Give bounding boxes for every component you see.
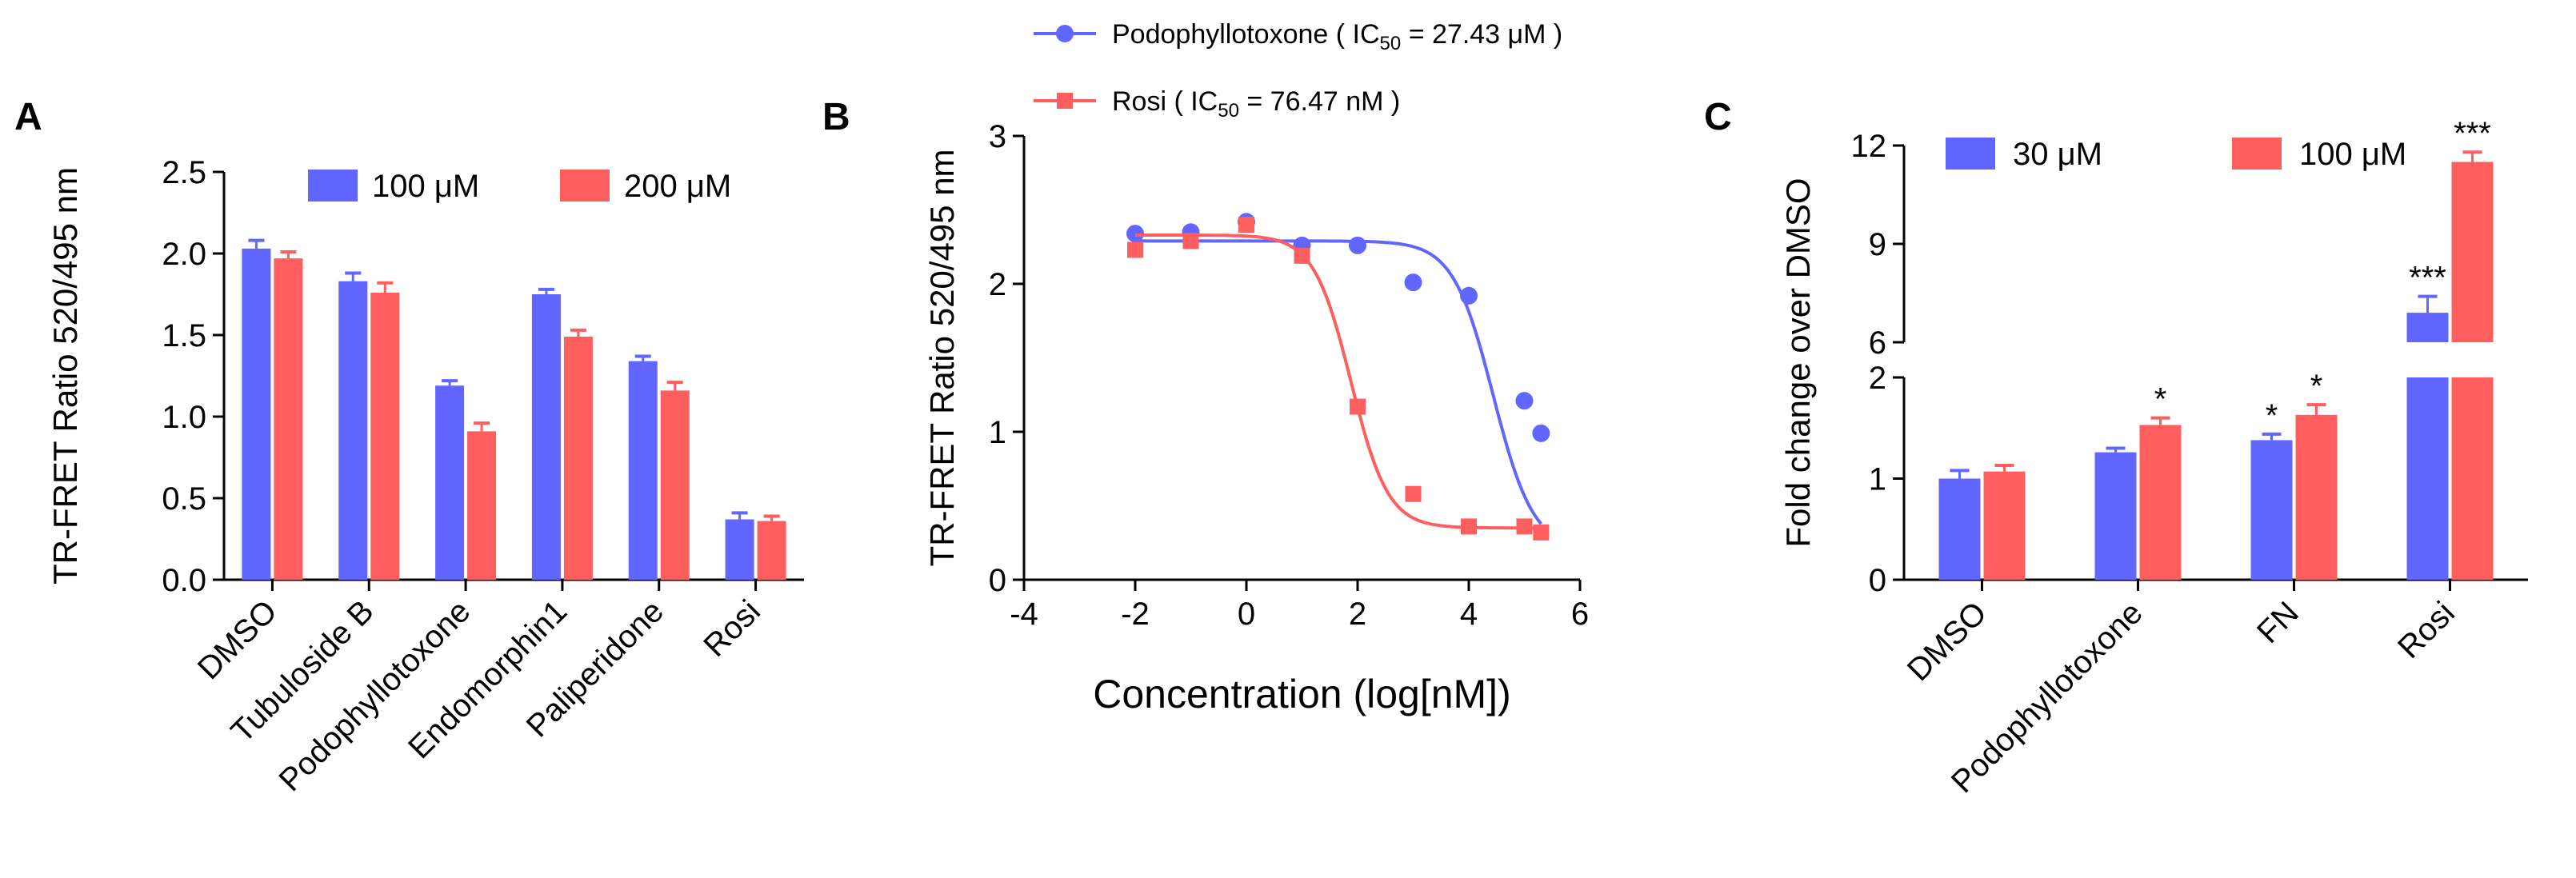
y-tick-label: 0	[1869, 563, 1886, 598]
bar	[2451, 377, 2494, 580]
significance-marker: ***	[2409, 261, 2446, 296]
data-point	[1515, 392, 1534, 410]
x-category-label: DMSO	[191, 593, 284, 686]
y-tick-label: 1.0	[162, 400, 206, 435]
y-tick-label: 9	[1869, 227, 1886, 262]
legend-swatch	[1946, 138, 1995, 170]
data-point	[1516, 518, 1533, 535]
significance-marker: *	[2154, 382, 2167, 417]
x-axis-label: Concentration (log[nM])	[1093, 672, 1510, 716]
x-tick-label: -2	[1121, 597, 1150, 632]
data-point	[1238, 217, 1254, 233]
y-tick-label: 0	[989, 563, 1006, 598]
y-axis-label: Fold change over DMSO	[1779, 178, 1817, 547]
y-tick-label: 0.5	[162, 481, 206, 517]
legend-label: 100 μM	[372, 169, 479, 204]
x-category-label: Rosi	[2391, 595, 2462, 665]
bar	[2250, 440, 2293, 580]
data-point	[1350, 398, 1366, 415]
bar	[2295, 414, 2338, 580]
bar	[628, 361, 658, 580]
legend-label: 30 μM	[2013, 137, 2102, 172]
bar	[1983, 471, 2026, 580]
data-point	[1405, 485, 1422, 502]
bar	[338, 281, 368, 580]
bar	[467, 431, 497, 580]
panel-a-letter: A	[14, 96, 42, 138]
bar	[2406, 313, 2449, 342]
legend-label: Podophyllotoxone ( IC50 = 27.43 μM )	[1112, 19, 1562, 54]
fit-curve	[1135, 233, 1542, 530]
legend-swatch	[560, 170, 610, 202]
bar	[2094, 452, 2137, 580]
data-point	[1404, 273, 1422, 292]
legend-label: 100 μM	[2299, 137, 2406, 172]
x-category-label: Rosi	[697, 593, 767, 664]
y-tick-label: 1	[989, 415, 1006, 450]
y-axis-label: TR-FRET Ratio 520/495 nm	[46, 167, 84, 585]
bar	[725, 519, 754, 580]
legend-swatch	[2232, 138, 2282, 170]
data-point	[1532, 424, 1550, 442]
data-point	[1349, 236, 1366, 254]
y-tick-label: 2	[1869, 361, 1886, 396]
legend-label: 200 μM	[624, 169, 731, 204]
panel-c-letter: C	[1704, 96, 1732, 138]
y-tick-label: 6	[1869, 325, 1886, 361]
x-tick-label: -4	[1010, 597, 1038, 632]
significance-marker: *	[2310, 369, 2323, 404]
significance-marker: *	[2266, 398, 2278, 433]
data-point	[1533, 524, 1550, 541]
panel-a: A 0.0 0.5 1.0 1.5 2.0 2.5 TR-FRET Ratio 520/49…	[14, 96, 804, 798]
legend-marker	[1057, 93, 1073, 109]
bar	[757, 521, 786, 580]
bar	[274, 258, 303, 580]
x-category-label: FN	[2250, 595, 2306, 650]
bar	[563, 337, 593, 580]
panel-b-letter: B	[822, 96, 850, 138]
y-tick-label: 2.0	[162, 237, 206, 272]
data-point	[1461, 518, 1477, 535]
legend-marker	[1056, 25, 1074, 42]
bar	[531, 294, 561, 580]
bar	[1938, 478, 1981, 580]
bar	[435, 385, 465, 580]
y-axis-label: TR-FRET Ratio 520/495 nm	[923, 149, 961, 566]
y-tick-label: 1.5	[162, 318, 206, 353]
x-tick-label: 6	[1571, 597, 1589, 632]
x-tick-label: 4	[1460, 597, 1478, 632]
data-point	[1182, 233, 1199, 249]
y-tick-label: 2	[989, 267, 1006, 302]
panel-b: B 0 1 2 3 -4 -2 0 2 4 6 Concentration (log[nM]) TR-…	[822, 19, 1589, 716]
bar	[2451, 162, 2494, 342]
data-point	[1460, 286, 1478, 305]
bar	[660, 390, 690, 580]
x-tick-label: 0	[1238, 597, 1255, 632]
y-tick-label: 3	[989, 119, 1006, 154]
bar	[2406, 377, 2449, 580]
data-point	[1294, 247, 1310, 264]
y-tick-label: 12	[1851, 129, 1887, 164]
bar	[2139, 425, 2182, 580]
significance-marker: ***	[2454, 116, 2491, 151]
data-point	[1127, 241, 1143, 258]
x-tick-label: 2	[1349, 597, 1366, 632]
fit-curve	[1135, 239, 1542, 525]
legend-swatch	[308, 170, 358, 202]
bar	[370, 292, 400, 580]
x-category-label: DMSO	[1901, 595, 1994, 688]
y-tick-label: 2.5	[162, 155, 206, 190]
y-tick-label: 0.0	[162, 563, 206, 598]
y-tick-label: 1	[1869, 462, 1886, 497]
legend-label: Rosi ( IC50 = 76.47 nM )	[1112, 86, 1400, 122]
bar	[242, 248, 271, 580]
